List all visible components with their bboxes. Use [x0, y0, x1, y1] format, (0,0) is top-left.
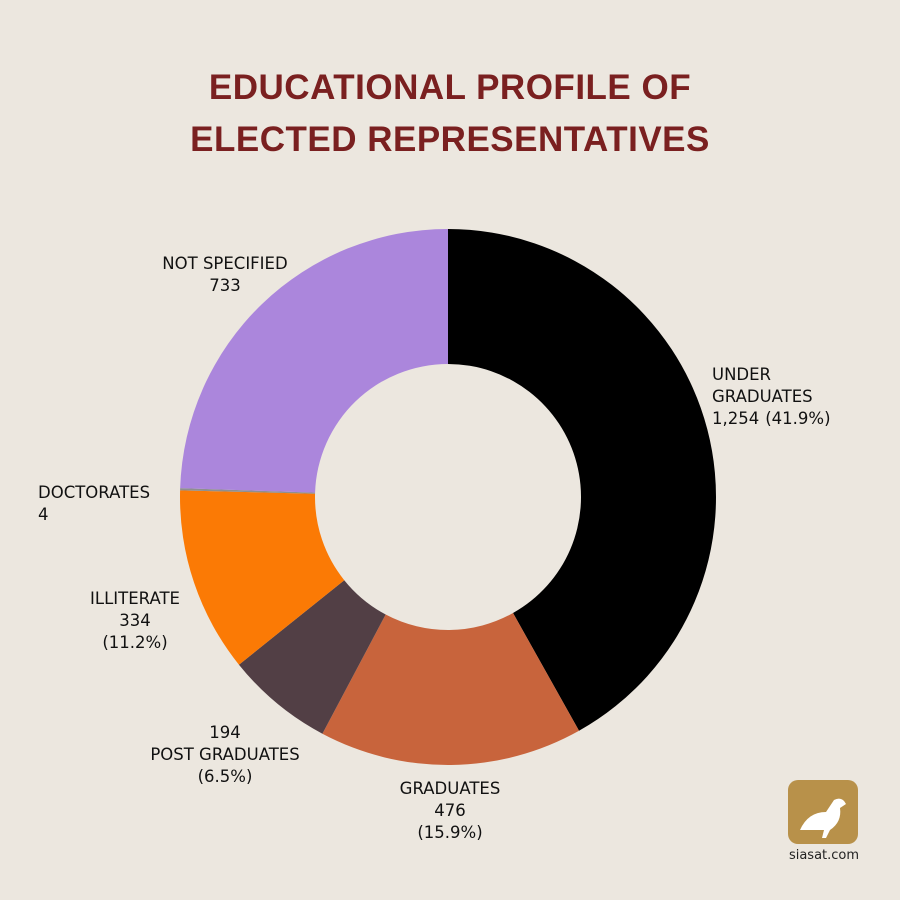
value-row: (15.9%): [380, 822, 520, 844]
value-row: (6.5%): [135, 766, 315, 788]
value-row: 476: [380, 800, 520, 822]
category-label: NOT SPECIFIED: [162, 254, 288, 273]
category-label: UNDER GRADUATES: [712, 365, 813, 406]
category-label: ILLITERATE: [90, 589, 180, 608]
value-row: (11.2%): [65, 632, 205, 654]
category-label: DOCTORATES: [38, 483, 151, 502]
percent-label: (6.5%): [197, 767, 253, 786]
value-row: 733: [140, 275, 310, 297]
value-label: 334: [119, 611, 151, 630]
chart-title: EDUCATIONAL PROFILE OF ELECTED REPRESENT…: [190, 68, 710, 159]
value-label: 194: [209, 723, 241, 742]
slice: [180, 229, 448, 493]
brand: siasat.com: [788, 848, 860, 863]
value-row: 334: [65, 610, 205, 632]
percent-label: (15.9%): [417, 823, 483, 842]
value-row: 194: [135, 722, 315, 744]
value-label: 1,254: [712, 409, 760, 428]
value-row: 1,254 (41.9%): [712, 408, 852, 430]
data-label: NOT SPECIFIED 733: [140, 253, 310, 297]
slice: [322, 613, 580, 766]
percent-label: (41.9%): [765, 409, 831, 428]
slice: [180, 490, 345, 665]
percent-label: (11.2%): [102, 633, 168, 652]
value-label: 476: [434, 801, 466, 820]
logo-bird: [800, 798, 846, 838]
slice: [448, 229, 716, 731]
data-label: 194 POST GRADUATES (6.5%): [135, 722, 315, 788]
data-label: GRADUATES 476 (15.9%): [380, 778, 520, 844]
category-label: POST GRADUATES: [150, 745, 300, 764]
value-label: 733: [209, 276, 241, 295]
category-label: GRADUATES: [399, 779, 501, 798]
slice: [180, 488, 316, 494]
slice: [238, 580, 386, 734]
data-label: DOCTORATES 4: [38, 482, 178, 526]
data-label: UNDER GRADUATES 1,254 (41.9%): [712, 364, 852, 430]
value-row: 4: [38, 504, 178, 526]
value-label: 4: [38, 505, 49, 524]
data-label: ILLITERATE 334 (11.2%): [65, 588, 205, 654]
